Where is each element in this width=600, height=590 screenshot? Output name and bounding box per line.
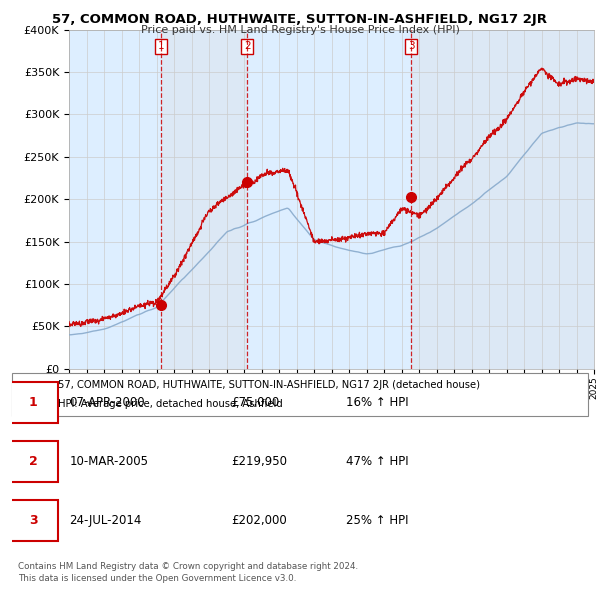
- Text: 3: 3: [408, 41, 415, 51]
- FancyBboxPatch shape: [12, 373, 588, 416]
- Text: 3: 3: [29, 514, 38, 527]
- FancyBboxPatch shape: [9, 382, 58, 423]
- FancyBboxPatch shape: [9, 500, 58, 541]
- Bar: [247, 30, 412, 369]
- Bar: [161, 30, 247, 369]
- Text: 2: 2: [244, 41, 251, 51]
- Text: HPI: Average price, detached house, Ashfield: HPI: Average price, detached house, Ashf…: [58, 399, 283, 409]
- Text: 25% ↑ HPI: 25% ↑ HPI: [346, 514, 409, 527]
- FancyBboxPatch shape: [9, 441, 58, 482]
- Text: 47% ↑ HPI: 47% ↑ HPI: [346, 455, 409, 468]
- Text: 1: 1: [29, 396, 38, 409]
- Text: Price paid vs. HM Land Registry's House Price Index (HPI): Price paid vs. HM Land Registry's House …: [140, 25, 460, 35]
- Text: 07-APR-2000: 07-APR-2000: [70, 396, 145, 409]
- Text: Contains HM Land Registry data © Crown copyright and database right 2024.: Contains HM Land Registry data © Crown c…: [18, 562, 358, 571]
- Text: £75,000: £75,000: [231, 396, 279, 409]
- Text: This data is licensed under the Open Government Licence v3.0.: This data is licensed under the Open Gov…: [18, 574, 296, 583]
- Text: 57, COMMON ROAD, HUTHWAITE, SUTTON-IN-ASHFIELD, NG17 2JR: 57, COMMON ROAD, HUTHWAITE, SUTTON-IN-AS…: [53, 13, 548, 26]
- Text: £202,000: £202,000: [231, 514, 287, 527]
- Text: 1: 1: [158, 41, 164, 51]
- Text: 24-JUL-2014: 24-JUL-2014: [70, 514, 142, 527]
- Bar: [411, 30, 594, 369]
- Text: 10-MAR-2005: 10-MAR-2005: [70, 455, 149, 468]
- Text: £219,950: £219,950: [231, 455, 287, 468]
- Text: 2: 2: [29, 455, 38, 468]
- Bar: [69, 30, 161, 369]
- Text: 57, COMMON ROAD, HUTHWAITE, SUTTON-IN-ASHFIELD, NG17 2JR (detached house): 57, COMMON ROAD, HUTHWAITE, SUTTON-IN-AS…: [58, 380, 480, 390]
- Text: 16% ↑ HPI: 16% ↑ HPI: [346, 396, 409, 409]
